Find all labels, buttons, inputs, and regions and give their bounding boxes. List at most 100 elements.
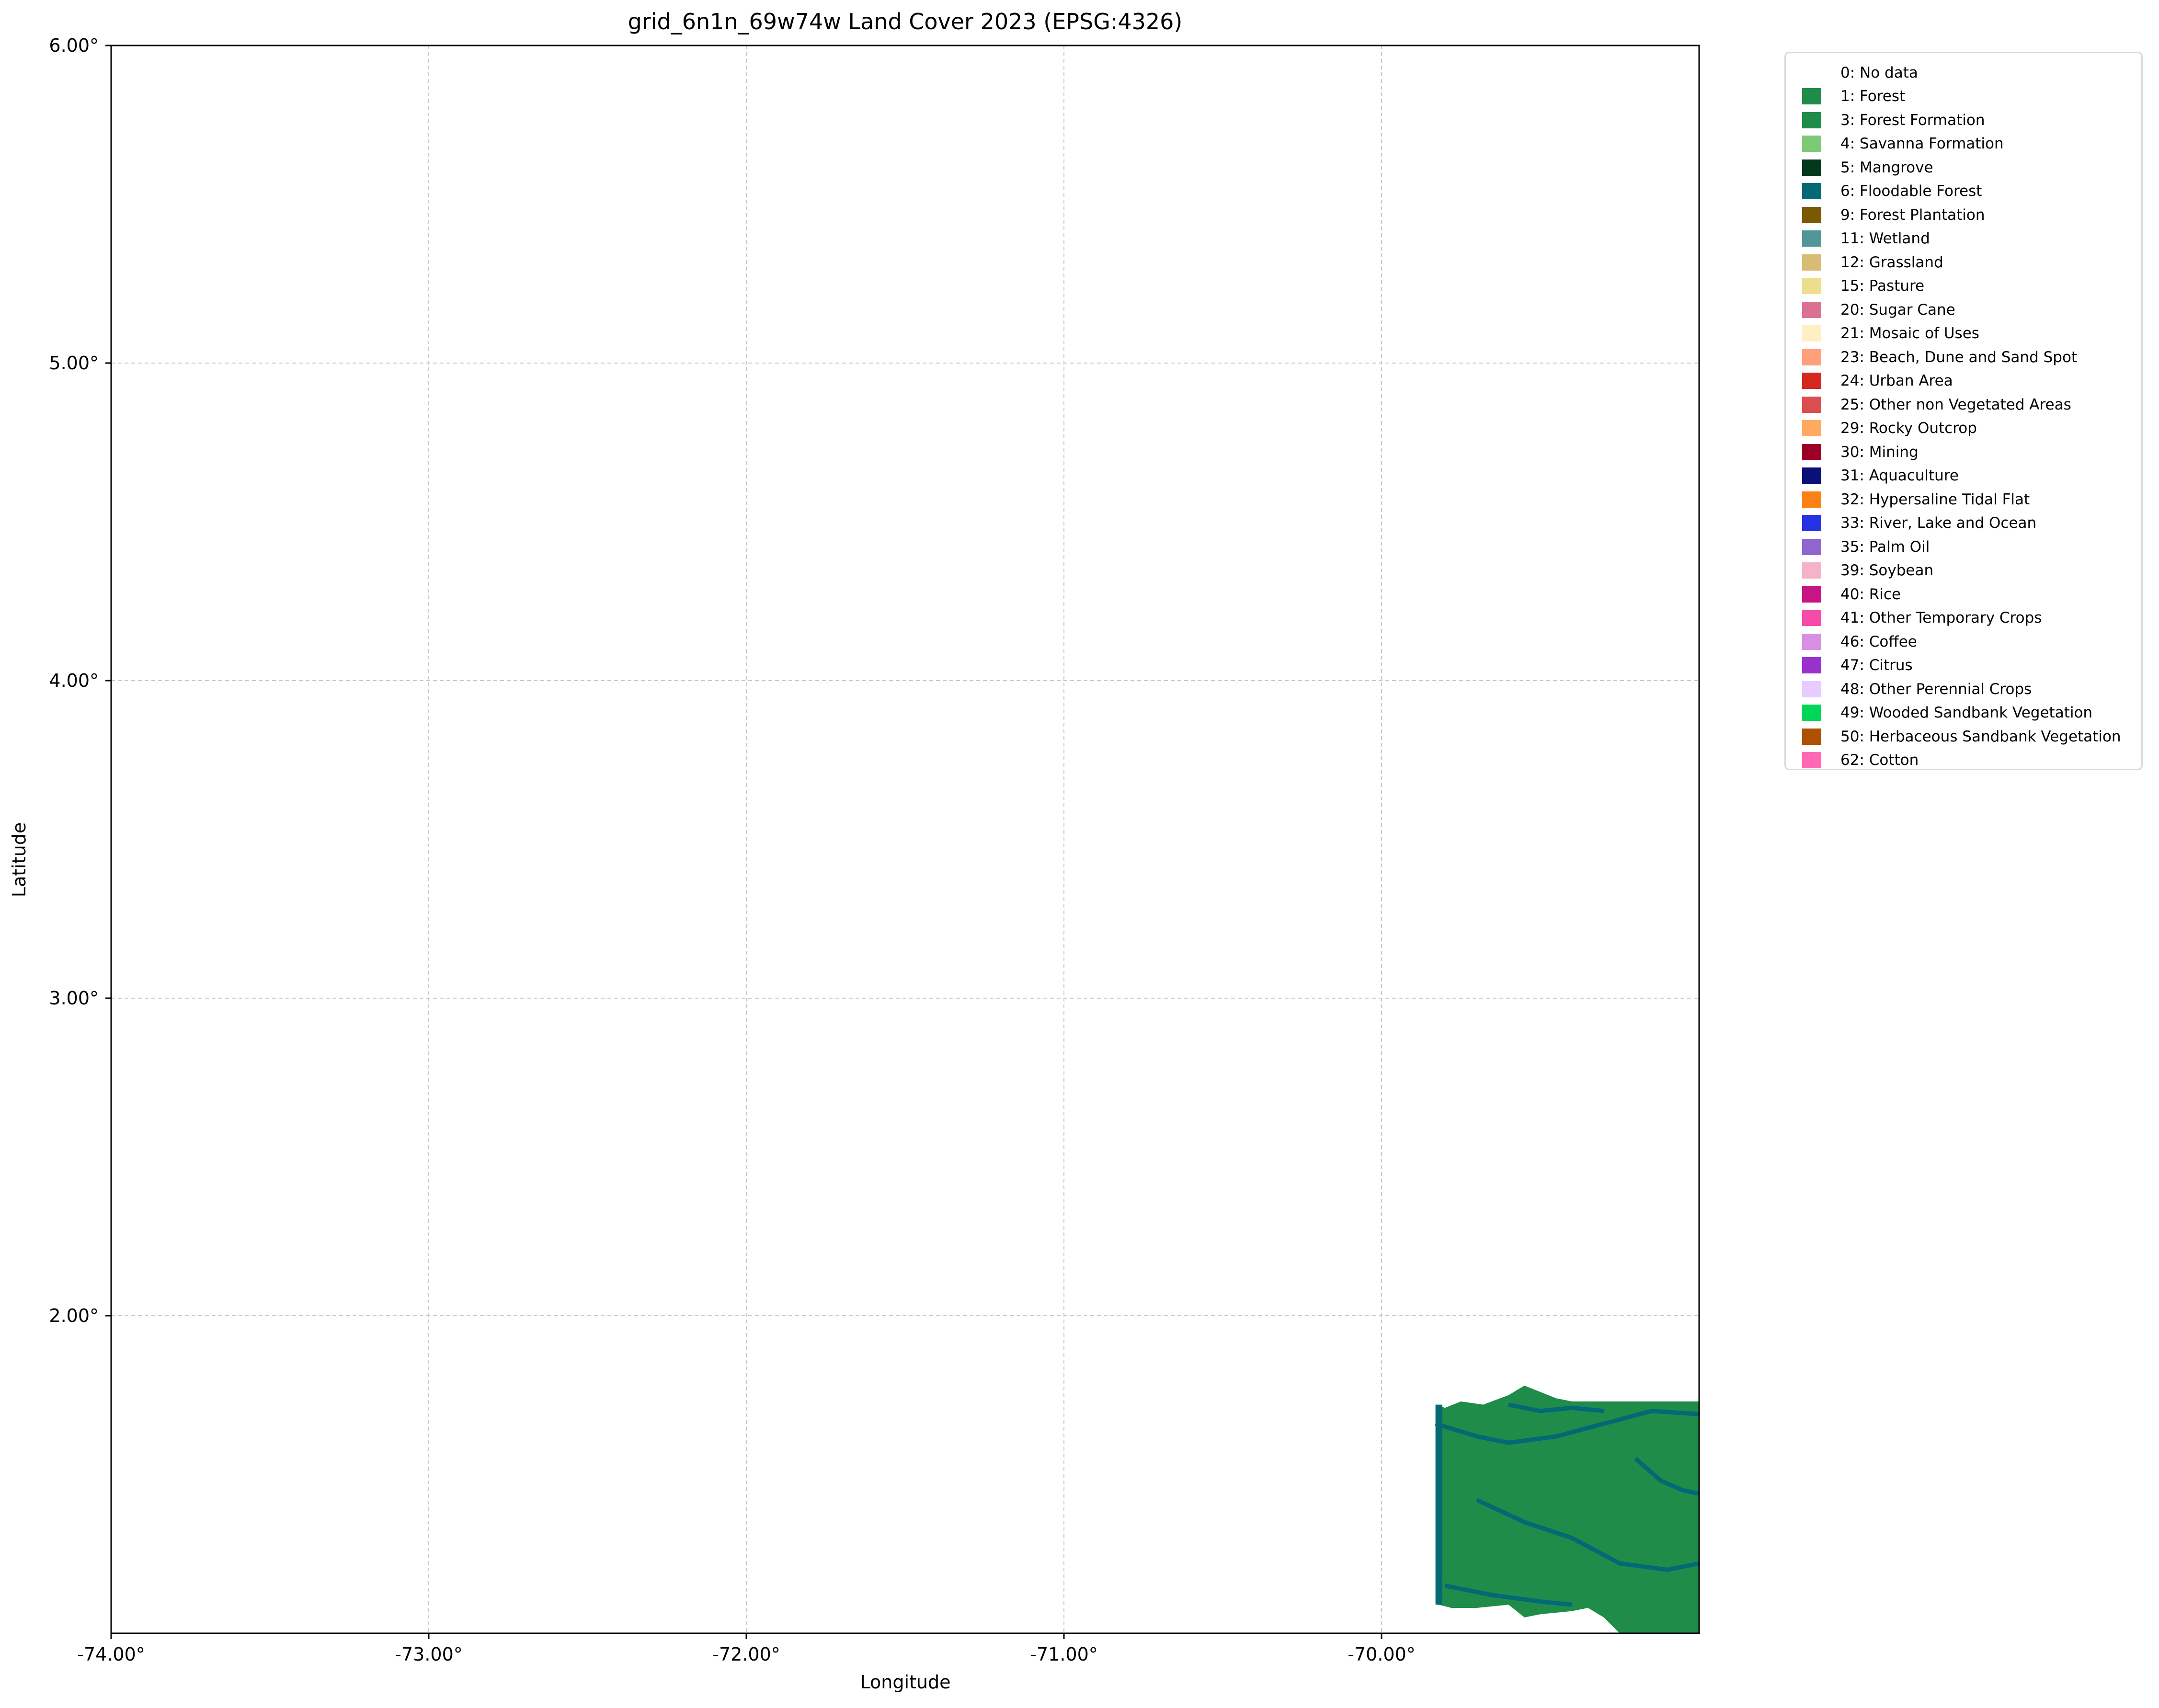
- y-tick-label: 5.00°: [49, 353, 99, 374]
- legend-item: 20: Sugar Cane: [1802, 298, 1955, 322]
- floodable-forest-river: [1508, 1402, 1604, 1413]
- floodable-forest-river: [1435, 1409, 1700, 1445]
- legend-label: 35: Palm Oil: [1840, 538, 1930, 556]
- legend-item: 4: Savanna Formation: [1802, 132, 2004, 156]
- legend-item: 9: Forest Plantation: [1802, 203, 1985, 227]
- legend-label: 11: Wetland: [1840, 230, 1930, 248]
- legend-item: 39: Soybean: [1802, 559, 1933, 583]
- legend-label: 20: Sugar Cane: [1840, 301, 1955, 319]
- legend-swatch: [1802, 657, 1821, 674]
- legend-label: 40: Rice: [1840, 585, 1901, 603]
- legend-label: 0: No data: [1840, 64, 1918, 81]
- legend-label: 49: Wooded Sandbank Vegetation: [1840, 704, 2093, 722]
- legend-item: 48: Other Perennial Crops: [1802, 677, 2032, 701]
- legend-swatch: [1802, 112, 1821, 128]
- legend-item: 62: Cotton: [1802, 749, 1919, 773]
- legend-swatch: [1802, 349, 1821, 365]
- x-tick-label: -72.00°: [712, 1644, 780, 1665]
- legend-label: 21: Mosaic of Uses: [1840, 325, 1979, 342]
- legend-swatch: [1802, 396, 1821, 413]
- legend-item: 49: Wooded Sandbank Vegetation: [1802, 701, 2092, 725]
- y-axis-label: Latitude: [9, 822, 30, 898]
- legend-label: 24: Urban Area: [1840, 372, 1953, 390]
- legend-swatch: [1802, 681, 1821, 697]
- legend-item: 25: Other non Vegetated Areas: [1802, 393, 2071, 417]
- legend-label: 33: River, Lake and Ocean: [1840, 514, 2037, 532]
- land-cover-raster: [1435, 1385, 1700, 1633]
- legend-label: 23: Beach, Dune and Sand Spot: [1840, 348, 2078, 366]
- legend-item: 11: Wetland: [1802, 227, 1930, 251]
- legend-label: 5: Mangrove: [1840, 159, 1933, 176]
- legend-swatch: [1802, 88, 1821, 105]
- legend-label: 41: Other Temporary Crops: [1840, 609, 2042, 627]
- legend-label: 4: Savanna Formation: [1840, 135, 2004, 153]
- legend-label: 30: Mining: [1840, 443, 1919, 461]
- legend-item: 1: Forest: [1802, 85, 1905, 109]
- y-tick-label: 3.00°: [49, 988, 99, 1009]
- axes-frame: [110, 45, 1700, 1634]
- legend-label: 31: Aquaculture: [1840, 467, 1959, 485]
- legend-swatch: [1802, 728, 1821, 745]
- legend-item: 35: Palm Oil: [1802, 535, 1930, 559]
- legend-label: 46: Coffee: [1840, 633, 1917, 650]
- floodable-forest-edge: [1435, 1404, 1442, 1605]
- legend-swatch: [1802, 254, 1821, 271]
- x-tick-label: -71.00°: [1030, 1644, 1098, 1665]
- legend-swatch: [1802, 515, 1821, 532]
- legend-item: 31: Aquaculture: [1802, 464, 1959, 488]
- legend-item: 5: Mangrove: [1802, 156, 1933, 180]
- legend-label: 29: Rocky Outcrop: [1840, 420, 1977, 437]
- legend-swatch: [1802, 586, 1821, 603]
- legend-item: 3: Forest Formation: [1802, 108, 1985, 132]
- y-tick-label: 4.00°: [49, 670, 99, 691]
- legend-item: 29: Rocky Outcrop: [1802, 417, 1977, 441]
- legend-swatch: [1802, 325, 1821, 342]
- legend-swatch: [1802, 159, 1821, 176]
- legend-item: 15: Pasture: [1802, 274, 1924, 298]
- legend-item: 21: Mosaic of Uses: [1802, 322, 1979, 346]
- legend-item: 30: Mining: [1802, 440, 1919, 464]
- legend-item: 32: Hypersaline Tidal Flat: [1802, 488, 2030, 512]
- legend-swatch: [1802, 467, 1821, 484]
- legend-swatch: [1802, 610, 1821, 626]
- legend-label: 3: Forest Formation: [1840, 111, 1985, 129]
- legend: 0: No data 1: Forest 3: Forest Formation 4:…: [1784, 52, 2143, 770]
- legend-swatch: [1802, 64, 1821, 81]
- legend-swatch: [1802, 538, 1821, 555]
- legend-item: 6: Floodable Forest: [1802, 180, 1982, 204]
- legend-label: 39: Soybean: [1840, 562, 1934, 580]
- x-axis-label: Longitude: [860, 1672, 951, 1693]
- floodable-forest-river: [1634, 1457, 1700, 1496]
- legend-item: 23: Beach, Dune and Sand Spot: [1802, 345, 2077, 369]
- legend-label: 48: Other Perennial Crops: [1840, 680, 2032, 698]
- legend-item: 50: Herbaceous Sandbank Vegetation: [1802, 725, 2121, 749]
- legend-swatch: [1802, 183, 1821, 200]
- legend-label: 32: Hypersaline Tidal Flat: [1840, 490, 2030, 508]
- legend-item: 46: Coffee: [1802, 630, 1917, 654]
- legend-label: 47: Citrus: [1840, 657, 1913, 674]
- legend-label: 12: Grassland: [1840, 253, 1943, 271]
- legend-swatch: [1802, 633, 1821, 650]
- x-tick-label: -70.00°: [1348, 1644, 1416, 1665]
- legend-item: 12: Grassland: [1802, 251, 1943, 274]
- chart-title: grid_6n1n_69w74w Land Cover 2023 (EPSG:4…: [628, 9, 1183, 34]
- legend-swatch: [1802, 278, 1821, 295]
- y-tick-label: 6.00°: [49, 35, 99, 56]
- legend-label: 9: Forest Plantation: [1840, 206, 1985, 224]
- legend-swatch: [1802, 562, 1821, 579]
- legend-swatch: [1802, 420, 1821, 437]
- floodable-forest-river: [1444, 1583, 1573, 1607]
- legend-item: 33: River, Lake and Ocean: [1802, 512, 2036, 535]
- floodable-forest-river: [1475, 1498, 1700, 1572]
- legend-swatch: [1802, 752, 1821, 769]
- legend-swatch: [1802, 206, 1821, 223]
- legend-item: 40: Rice: [1802, 582, 1901, 606]
- legend-label: 1: Forest: [1840, 88, 1906, 105]
- forest-area: [1435, 1385, 1699, 1633]
- legend-swatch: [1802, 136, 1821, 152]
- legend-label: 62: Cotton: [1840, 752, 1919, 769]
- legend-label: 50: Herbaceous Sandbank Vegetation: [1840, 728, 2121, 745]
- legend-swatch: [1802, 491, 1821, 508]
- legend-label: 6: Floodable Forest: [1840, 182, 1982, 200]
